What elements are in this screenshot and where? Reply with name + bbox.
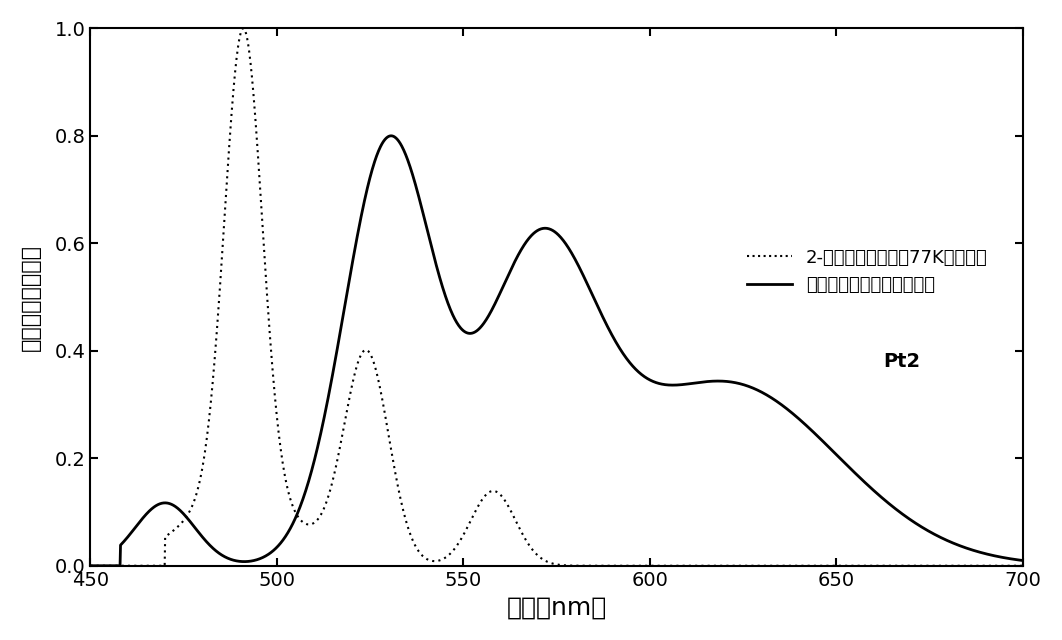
- Y-axis label: 归一化的发光强度: 归一化的发光强度: [21, 244, 40, 351]
- X-axis label: 波长（nm）: 波长（nm）: [507, 595, 606, 619]
- Legend: 2-甲基四氢咄嘎中的77K发射光谱, 二氯甲烷中的室温发射光谱: 2-甲基四氢咄嘎中的77K发射光谱, 二氯甲烷中的室温发射光谱: [739, 241, 995, 301]
- Text: Pt2: Pt2: [883, 352, 920, 371]
